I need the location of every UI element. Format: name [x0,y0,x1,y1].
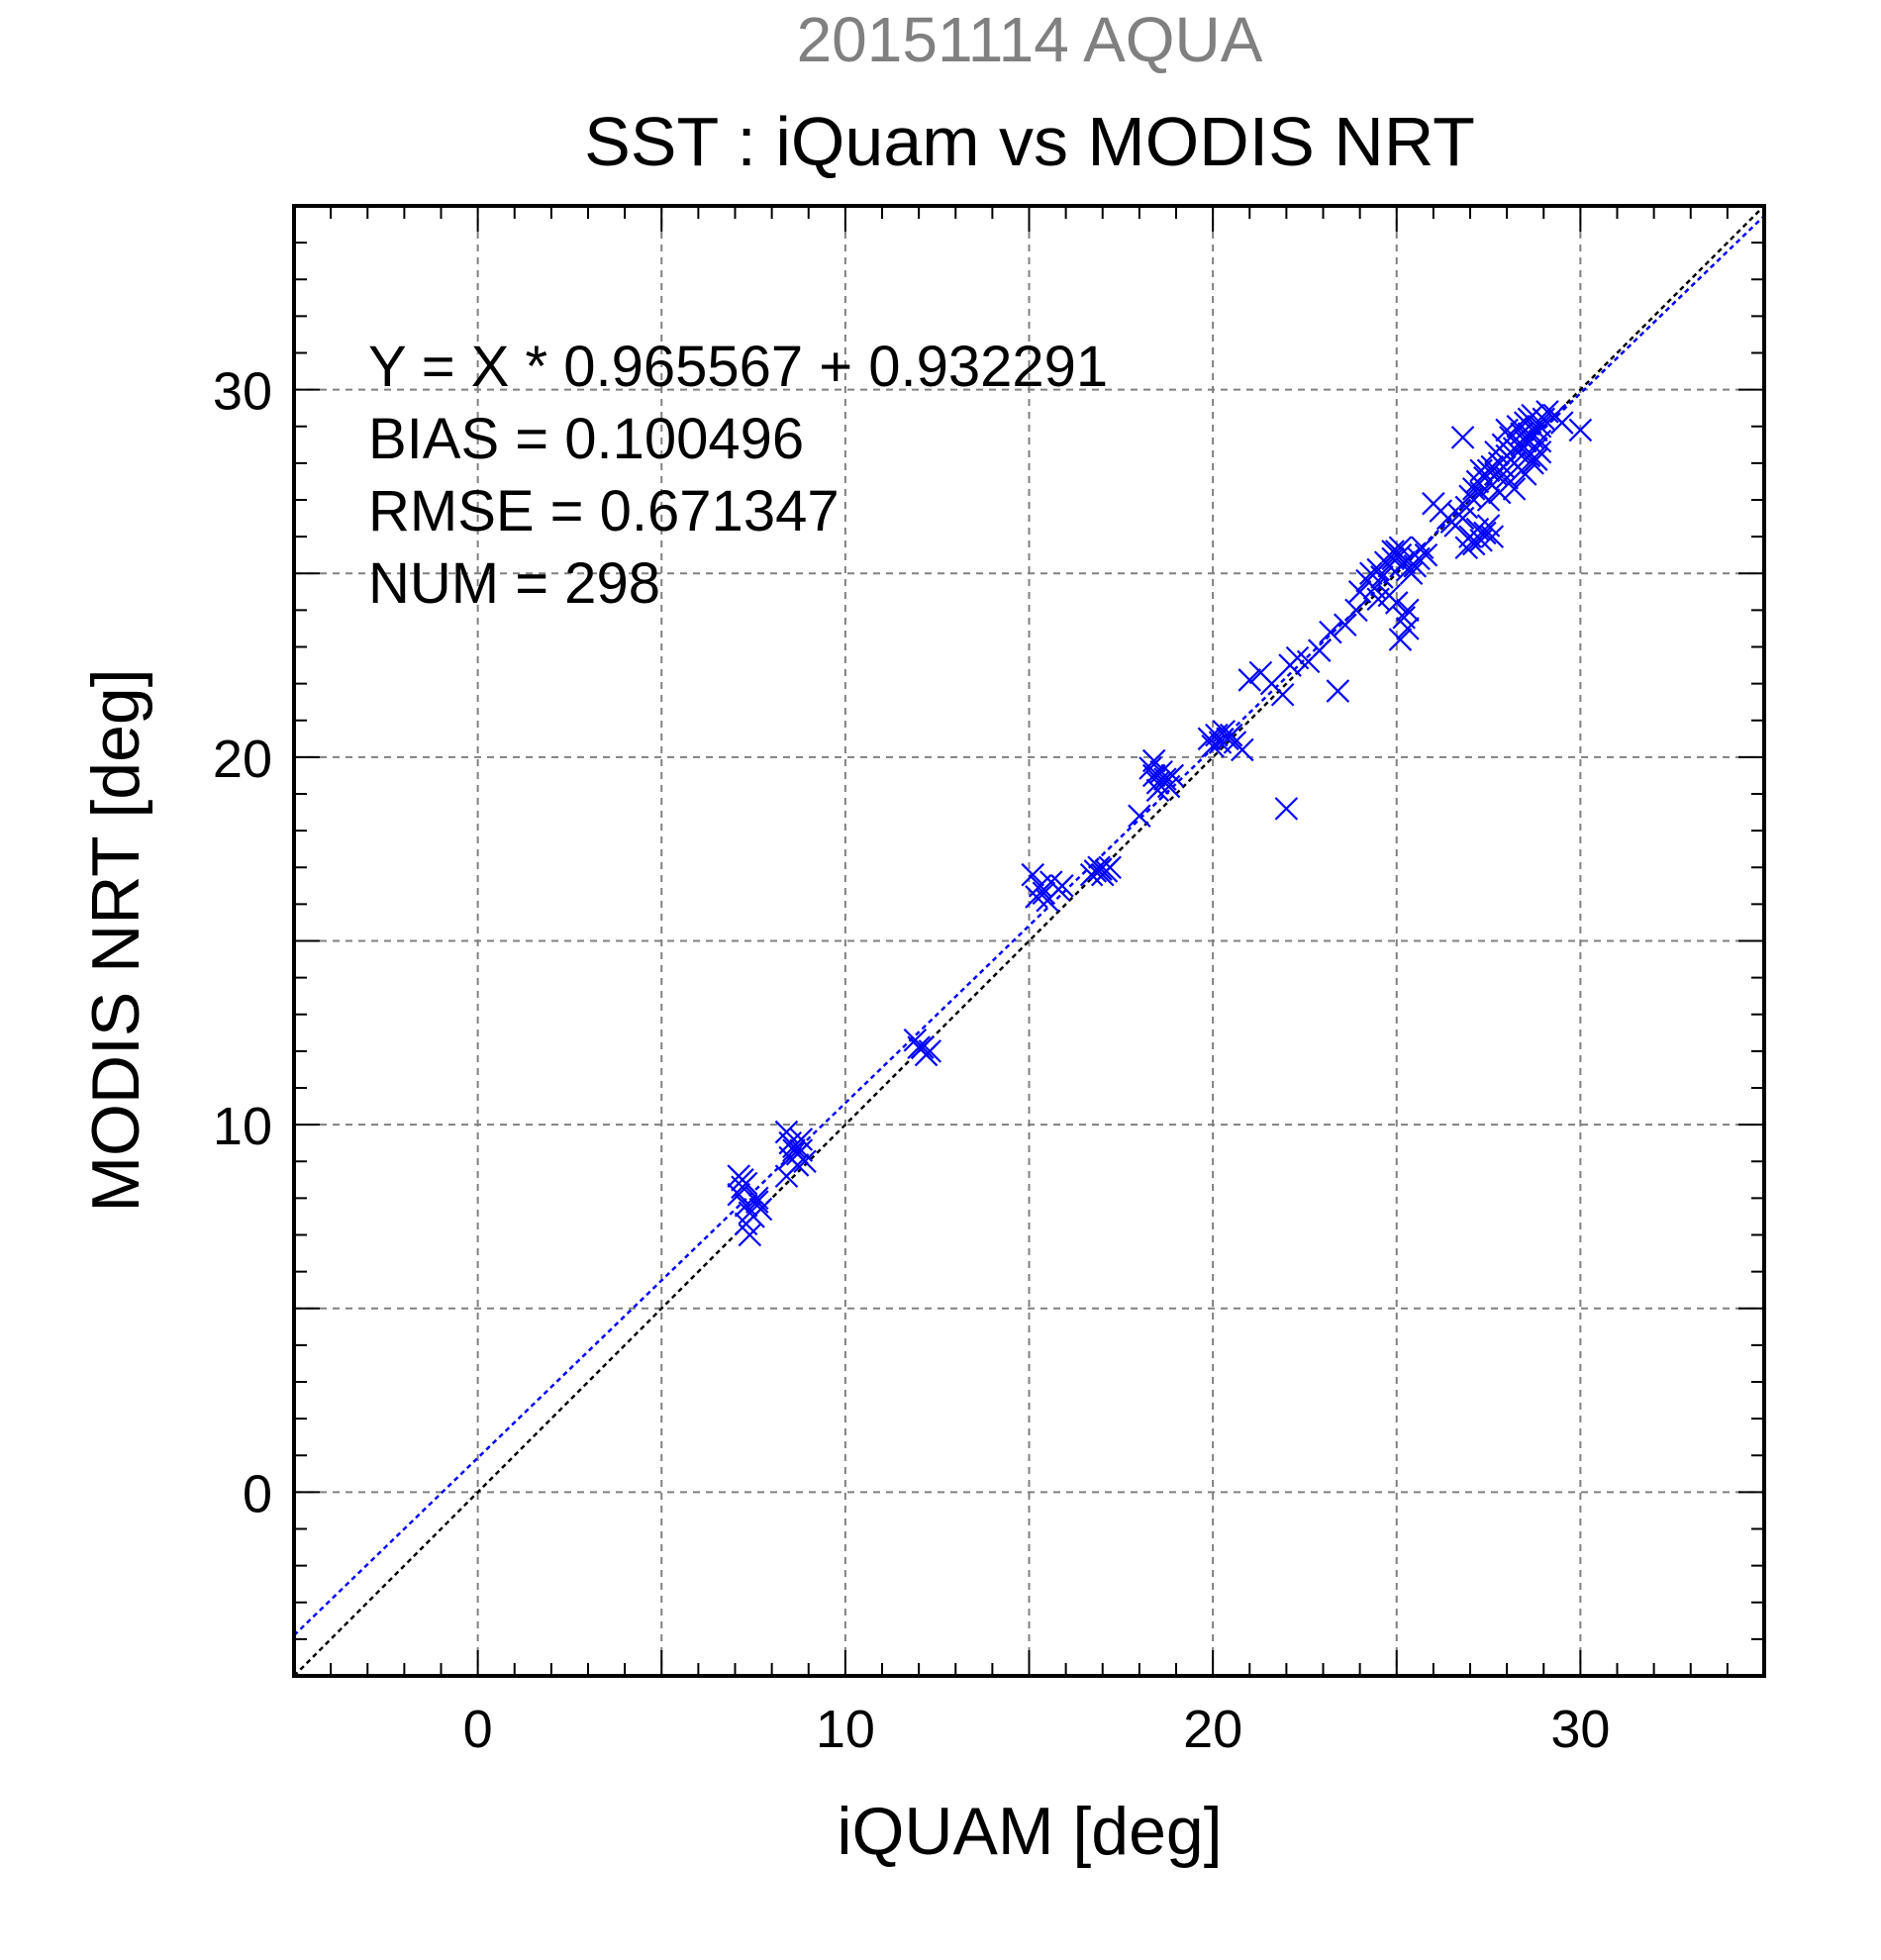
data-point [1568,418,1593,442]
data-point [1454,536,1479,560]
annotation-line: RMSE = 0.671347 [368,479,840,543]
data-point [1502,477,1527,501]
data-point [738,1223,762,1247]
data-point [1381,539,1405,563]
data-point [1156,774,1181,799]
data-point [782,1134,806,1159]
data-point [1347,580,1372,604]
data-point [1141,748,1166,773]
data-point [1089,857,1113,881]
data-points [727,400,1593,1247]
data-point [1025,885,1048,909]
data-point [1377,583,1402,608]
data-point [1153,767,1177,791]
data-point [1128,804,1151,829]
data-point [727,1182,750,1207]
data-point [1050,874,1074,898]
data-point [1517,407,1541,432]
data-point [1274,797,1299,821]
data-point [1098,855,1122,880]
data-point [1032,881,1056,906]
data-point [1238,668,1262,692]
data-point [1326,679,1350,703]
data-point [1487,480,1512,505]
chart-title: SST : iQuam vs MODIS NRT [584,103,1475,180]
data-point [1450,426,1475,449]
data-point [1370,565,1394,589]
data-point [1410,536,1435,560]
data-point [907,1035,931,1059]
data-point [789,1138,814,1162]
grid-lines [294,206,1764,1676]
data-point [1521,451,1544,475]
x-tick-label: 20 [1183,1700,1242,1759]
data-point [1484,440,1508,464]
data-point [1388,536,1413,560]
data-point [1396,617,1420,640]
x-axis-label: iQUAM [deg] [837,1794,1222,1869]
data-point [1219,723,1243,747]
data-point [1476,488,1501,512]
data-point [1319,620,1342,644]
data-point [1231,737,1254,762]
data-point [1495,465,1519,490]
annotation-line: Y = X * 0.965567 + 0.932291 [368,335,1108,399]
y-tick-label: 10 [213,1097,272,1156]
data-point [1510,422,1534,445]
data-point [1201,734,1225,758]
y-tick-label: 20 [213,730,272,789]
data-point [1480,525,1505,548]
y-tick-label: 30 [213,362,272,422]
y-axis-label: MODIS NRT [deg] [78,668,153,1212]
y-tick-label: 0 [243,1464,272,1523]
data-point [744,1190,769,1214]
annotation-line: NUM = 298 [368,551,660,616]
annotation-line: BIAS = 0.100496 [368,407,804,471]
plot-frame [292,204,1766,1678]
data-point [1495,418,1519,442]
x-tick-label: 30 [1550,1700,1610,1759]
data-point [1344,598,1368,623]
data-point [1513,462,1537,486]
x-tick-label: 10 [816,1700,875,1759]
data-point [911,1035,935,1059]
stats-annotation: Y = X * 0.965567 + 0.932291 BIAS = 0.1004… [368,335,1108,616]
data-point [1396,598,1420,623]
data-point [1333,613,1357,637]
data-point [1399,561,1424,586]
data-point [748,1197,773,1222]
axis-ticks: 0 10 20 30 0 10 20 30 [213,206,1764,1759]
data-point [1388,628,1413,651]
data-point [1414,542,1438,567]
data-point [1535,400,1559,424]
data-point [1473,521,1497,545]
chart-supertitle: 20151114 AQUA [797,4,1263,75]
data-point [1469,458,1493,483]
data-point [1021,862,1044,887]
data-point [1528,440,1552,464]
data-point [1550,411,1574,435]
data-point [1528,429,1552,453]
data-point [785,1153,810,1177]
data-point [1308,638,1332,662]
x-tick-label: 0 [463,1700,493,1759]
data-point [1388,542,1413,567]
data-point [1270,682,1295,707]
